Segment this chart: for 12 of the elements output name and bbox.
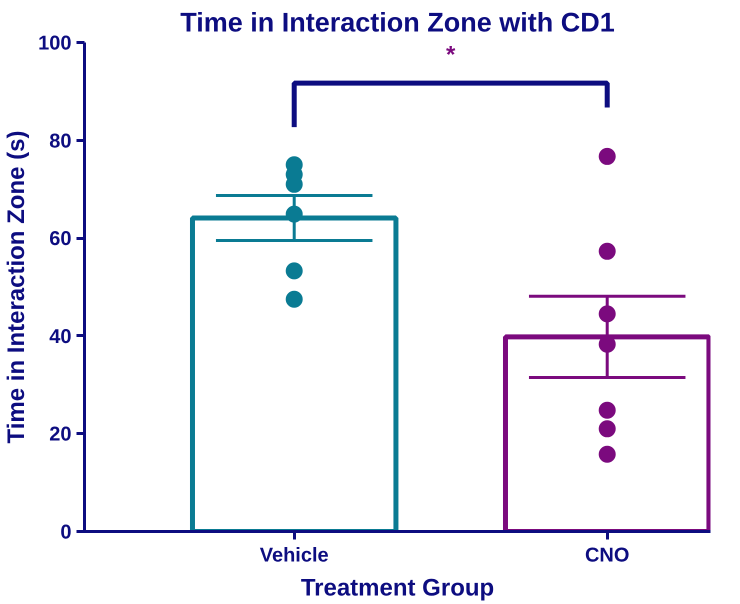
x-tick-label: CNO: [584, 544, 630, 566]
annotation: *: [446, 41, 456, 68]
y-tick-label: 100: [38, 32, 72, 54]
y-tick-label: 60: [49, 228, 72, 250]
y-tick-label: 40: [49, 326, 72, 348]
y-tick-label: 0: [60, 522, 72, 544]
x-tick-label: Vehicle: [260, 544, 329, 566]
y-axis-title: Time in Interaction Zone (s): [3, 130, 30, 444]
y-tick-label: 20: [49, 424, 72, 446]
chart-title: Time in Interaction Zone with CD1: [180, 8, 615, 38]
y-tick-label: 80: [49, 130, 72, 152]
x-axis-title: Treatment Group: [300, 574, 494, 602]
